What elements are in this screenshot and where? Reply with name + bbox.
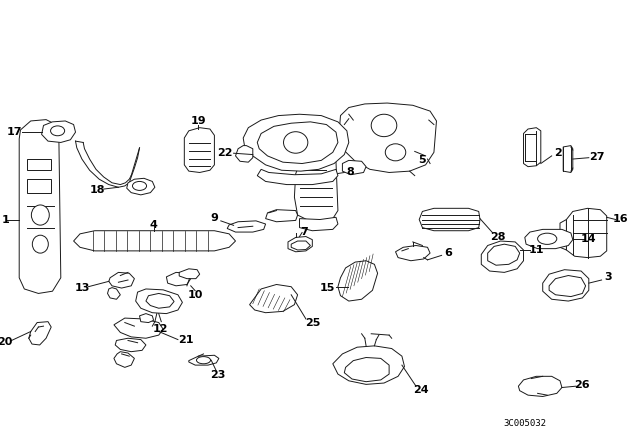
Polygon shape [127, 178, 155, 195]
Polygon shape [109, 272, 134, 288]
Ellipse shape [538, 233, 557, 245]
Text: 14: 14 [581, 234, 596, 244]
Polygon shape [257, 122, 338, 164]
Polygon shape [525, 229, 573, 249]
Polygon shape [257, 169, 338, 185]
Polygon shape [543, 270, 589, 301]
Polygon shape [288, 237, 312, 252]
Polygon shape [481, 241, 524, 272]
Polygon shape [42, 121, 76, 142]
Polygon shape [184, 128, 214, 172]
Text: 10: 10 [188, 290, 203, 300]
Polygon shape [114, 318, 163, 338]
Polygon shape [524, 128, 541, 167]
Polygon shape [563, 146, 573, 172]
Text: 16: 16 [613, 214, 628, 224]
Polygon shape [115, 338, 146, 352]
Text: 27: 27 [589, 152, 604, 162]
Polygon shape [518, 376, 562, 396]
Text: 5: 5 [419, 155, 426, 165]
Polygon shape [566, 208, 607, 258]
Polygon shape [339, 103, 436, 172]
Polygon shape [74, 231, 236, 251]
Polygon shape [136, 289, 182, 314]
Text: 3C005032: 3C005032 [503, 419, 547, 428]
Polygon shape [243, 114, 349, 171]
Text: 20: 20 [0, 337, 13, 347]
Text: 4: 4 [150, 220, 157, 230]
Polygon shape [29, 322, 51, 345]
Text: 3: 3 [604, 272, 612, 282]
Text: 26: 26 [575, 380, 590, 390]
Text: 28: 28 [490, 232, 506, 241]
Text: 19: 19 [191, 116, 206, 126]
Polygon shape [338, 261, 378, 301]
Ellipse shape [385, 144, 406, 161]
Text: 6: 6 [444, 248, 452, 258]
Polygon shape [19, 120, 61, 293]
Ellipse shape [196, 357, 211, 364]
Polygon shape [27, 179, 51, 193]
Polygon shape [140, 314, 154, 323]
Polygon shape [166, 272, 191, 286]
Polygon shape [250, 284, 298, 313]
Text: 2: 2 [554, 148, 562, 158]
Text: 17: 17 [6, 127, 22, 137]
Polygon shape [294, 156, 338, 222]
Polygon shape [27, 159, 51, 170]
Polygon shape [344, 358, 389, 382]
Text: 7: 7 [300, 227, 308, 237]
Text: 23: 23 [210, 370, 225, 380]
Ellipse shape [132, 181, 147, 190]
Text: 8: 8 [346, 167, 354, 177]
Ellipse shape [284, 132, 308, 153]
Polygon shape [342, 160, 366, 175]
Polygon shape [560, 220, 566, 250]
Polygon shape [333, 346, 404, 384]
Polygon shape [114, 352, 134, 367]
Polygon shape [227, 221, 266, 232]
Text: 15: 15 [320, 283, 335, 293]
Polygon shape [146, 293, 174, 308]
Text: 25: 25 [305, 318, 320, 327]
Polygon shape [396, 246, 430, 261]
Polygon shape [291, 241, 310, 250]
Text: 11: 11 [529, 245, 544, 255]
Polygon shape [488, 244, 520, 265]
Polygon shape [300, 217, 338, 231]
Polygon shape [236, 146, 253, 162]
Polygon shape [179, 269, 200, 279]
Text: 9: 9 [211, 213, 218, 223]
Ellipse shape [371, 114, 397, 137]
Text: 21: 21 [178, 335, 193, 345]
Text: 13: 13 [74, 283, 90, 293]
Text: 12: 12 [152, 324, 168, 334]
Polygon shape [419, 208, 480, 231]
Polygon shape [266, 210, 298, 222]
Text: 24: 24 [413, 385, 429, 395]
Polygon shape [189, 355, 219, 365]
Polygon shape [549, 276, 586, 297]
Polygon shape [108, 288, 120, 299]
Ellipse shape [31, 205, 49, 225]
Text: 18: 18 [90, 185, 105, 195]
Ellipse shape [51, 126, 65, 136]
Text: 22: 22 [218, 148, 233, 158]
Text: 1: 1 [1, 215, 9, 224]
Ellipse shape [32, 235, 49, 253]
